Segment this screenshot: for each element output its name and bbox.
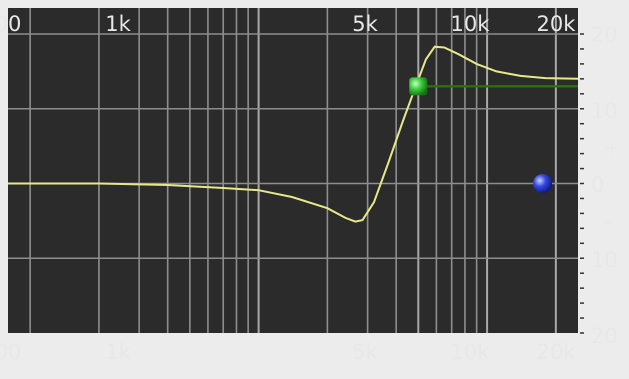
freq-label-bottom-10k: 10k <box>451 340 491 364</box>
minus-sign-label: – <box>604 212 613 233</box>
eq-response-curve <box>8 45 579 223</box>
freq-label-bottom-20k: 20k <box>537 340 577 364</box>
eq-plot-background <box>8 8 578 333</box>
gain-label-minus10: 10 <box>591 248 618 272</box>
frequency-gridlines <box>29 8 557 333</box>
high-cut-handle[interactable] <box>533 174 553 193</box>
plus-sign-label: + <box>604 138 619 159</box>
high-shelf-handle[interactable] <box>409 77 428 96</box>
gain-label-zero: 0 <box>591 173 604 197</box>
freq-label-top-20k: 20k <box>537 12 577 36</box>
freq-label-bottom-100: 00 <box>0 340 21 364</box>
freq-label-top-5k: 5k <box>352 12 378 36</box>
gain-axis-ticks <box>580 33 584 334</box>
freq-label-top-10k: 10k <box>451 12 491 36</box>
gain-label-plus10: 10 <box>591 99 618 123</box>
freq-label-top-100: 00 <box>0 12 21 36</box>
freq-label-bottom-5k: 5k <box>352 340 378 364</box>
gain-label-plus20: 20 <box>591 23 618 47</box>
freq-label-top-1k: 1k <box>105 12 131 36</box>
gain-label-minus20: 20 <box>591 324 618 348</box>
freq-label-bottom-1k: 1k <box>105 340 131 364</box>
eq-band-handles[interactable] <box>409 77 553 193</box>
